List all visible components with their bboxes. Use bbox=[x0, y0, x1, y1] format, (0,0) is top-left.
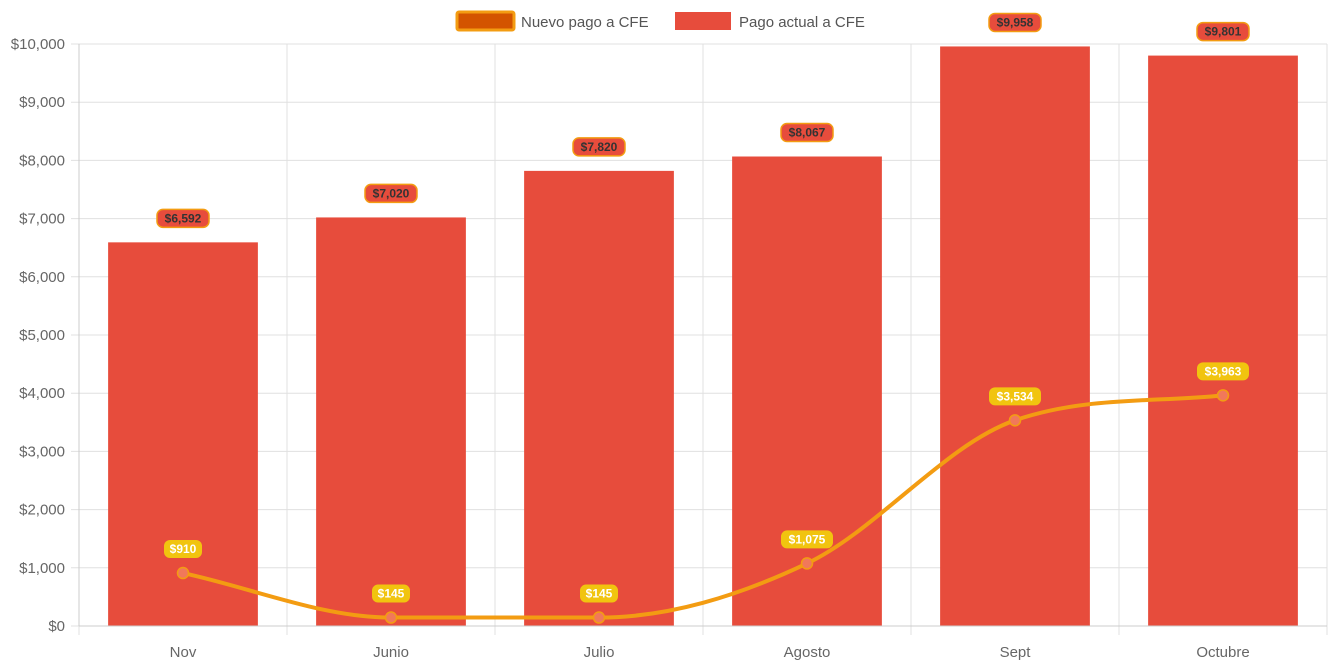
bar-value-label: $6,592 bbox=[156, 208, 210, 229]
bar-value-label: $8,067 bbox=[780, 122, 834, 143]
y-tick-label: $10,000 bbox=[11, 36, 65, 53]
bar-value-label-bg bbox=[988, 12, 1042, 33]
line-value-label-text: $910 bbox=[170, 542, 197, 556]
x-tick-label: Nov bbox=[170, 644, 197, 661]
line-value-label: $3,534 bbox=[989, 387, 1041, 406]
line-value-label-text: $3,534 bbox=[997, 389, 1034, 403]
y-tick-label: $2,000 bbox=[19, 502, 65, 519]
bar-value-label: $9,958 bbox=[988, 12, 1042, 33]
y-tick-label: $6,000 bbox=[19, 269, 65, 286]
line-value-label-bg bbox=[164, 540, 202, 559]
x-tick-label: Agosto bbox=[784, 644, 831, 661]
y-tick-label: $4,000 bbox=[19, 385, 65, 402]
line-point[interactable] bbox=[800, 557, 814, 570]
y-tick-label: $7,000 bbox=[19, 211, 65, 228]
legend-label-bar: Pago actual a CFE bbox=[739, 14, 865, 31]
bar-value-label-bg bbox=[572, 137, 626, 157]
line-value-label-bg bbox=[372, 584, 410, 603]
legend-swatch-line bbox=[455, 10, 516, 32]
line-series bbox=[176, 389, 1230, 624]
line-point[interactable] bbox=[1008, 414, 1022, 427]
y-tick-label: $1,000 bbox=[19, 560, 65, 577]
bar-value-label-text: $6,592 bbox=[165, 211, 202, 225]
line-value-label-bg bbox=[1197, 362, 1249, 381]
bar-value-label: $7,820 bbox=[572, 137, 626, 157]
bar[interactable] bbox=[1148, 55, 1298, 627]
line-value-label-text: $145 bbox=[378, 587, 405, 601]
line-value-label-bg bbox=[580, 584, 618, 603]
bar[interactable] bbox=[108, 242, 258, 627]
bar-value-label-text: $9,958 bbox=[997, 15, 1034, 29]
y-tick-label: $5,000 bbox=[19, 327, 65, 344]
line-value-label-text: $3,963 bbox=[1205, 364, 1242, 378]
x-tick-label: Octubre bbox=[1196, 644, 1249, 661]
x-tick-label: Julio bbox=[584, 644, 615, 661]
line-value-label: $1,075 bbox=[781, 530, 833, 549]
line-value-label: $910 bbox=[164, 540, 202, 559]
legend-item-nuevo-pago[interactable]: Nuevo pago a CFE bbox=[455, 10, 649, 32]
y-tick-label: $0 bbox=[48, 618, 65, 635]
line-value-label-bg bbox=[781, 530, 833, 549]
line-point[interactable] bbox=[384, 611, 398, 624]
line-value-label: $145 bbox=[580, 584, 618, 603]
legend-label-line: Nuevo pago a CFE bbox=[521, 14, 649, 31]
line-value-label-text: $145 bbox=[586, 587, 613, 601]
line-value-label: $145 bbox=[372, 584, 410, 603]
bar[interactable] bbox=[940, 46, 1090, 627]
bar-value-label-text: $9,801 bbox=[1205, 25, 1242, 39]
line-value-label-text: $1,075 bbox=[789, 532, 826, 546]
line-path bbox=[181, 393, 1225, 620]
bar-value-label: $7,020 bbox=[364, 183, 418, 204]
line-point[interactable] bbox=[592, 611, 606, 624]
legend: Nuevo pago a CFE Pago actual a CFE bbox=[455, 10, 865, 32]
bar[interactable] bbox=[524, 170, 674, 626]
bar-value-label-bg bbox=[780, 122, 834, 143]
line-value-label-bg bbox=[989, 387, 1041, 406]
legend-item-pago-actual[interactable]: Pago actual a CFE bbox=[675, 12, 865, 31]
y-tick-label: $3,000 bbox=[19, 443, 65, 460]
line-value-label: $3,963 bbox=[1197, 362, 1249, 381]
x-tick-label: Junio bbox=[373, 644, 409, 661]
data-labels: $6,592 $7,020 $7,820 $8,067 $9,958 $9,801 $910… bbox=[156, 12, 1250, 603]
bar[interactable] bbox=[316, 217, 466, 626]
x-tick-label: Sept bbox=[1000, 644, 1032, 661]
axes: $0 $1,000 $2,000 $3,000 $4,000 $5,000 $6,000 $7… bbox=[11, 36, 1327, 661]
bar-value-label-bg bbox=[156, 208, 210, 229]
y-tick-label: $8,000 bbox=[19, 152, 65, 169]
bar-value-label-bg bbox=[1196, 21, 1250, 42]
grid bbox=[71, 43, 1328, 635]
bar-value-label-text: $7,820 bbox=[581, 140, 618, 154]
line-point[interactable] bbox=[176, 566, 190, 580]
bar[interactable] bbox=[732, 156, 882, 626]
bar-value-label: $9,801 bbox=[1196, 21, 1250, 42]
bar-value-label-text: $8,067 bbox=[789, 126, 826, 140]
legend-swatch-bar bbox=[675, 12, 731, 30]
y-tick-label: $9,000 bbox=[19, 94, 65, 111]
bar-value-label-text: $7,020 bbox=[373, 186, 410, 200]
line-point[interactable] bbox=[1216, 389, 1230, 402]
bar-value-label-bg bbox=[364, 183, 418, 204]
